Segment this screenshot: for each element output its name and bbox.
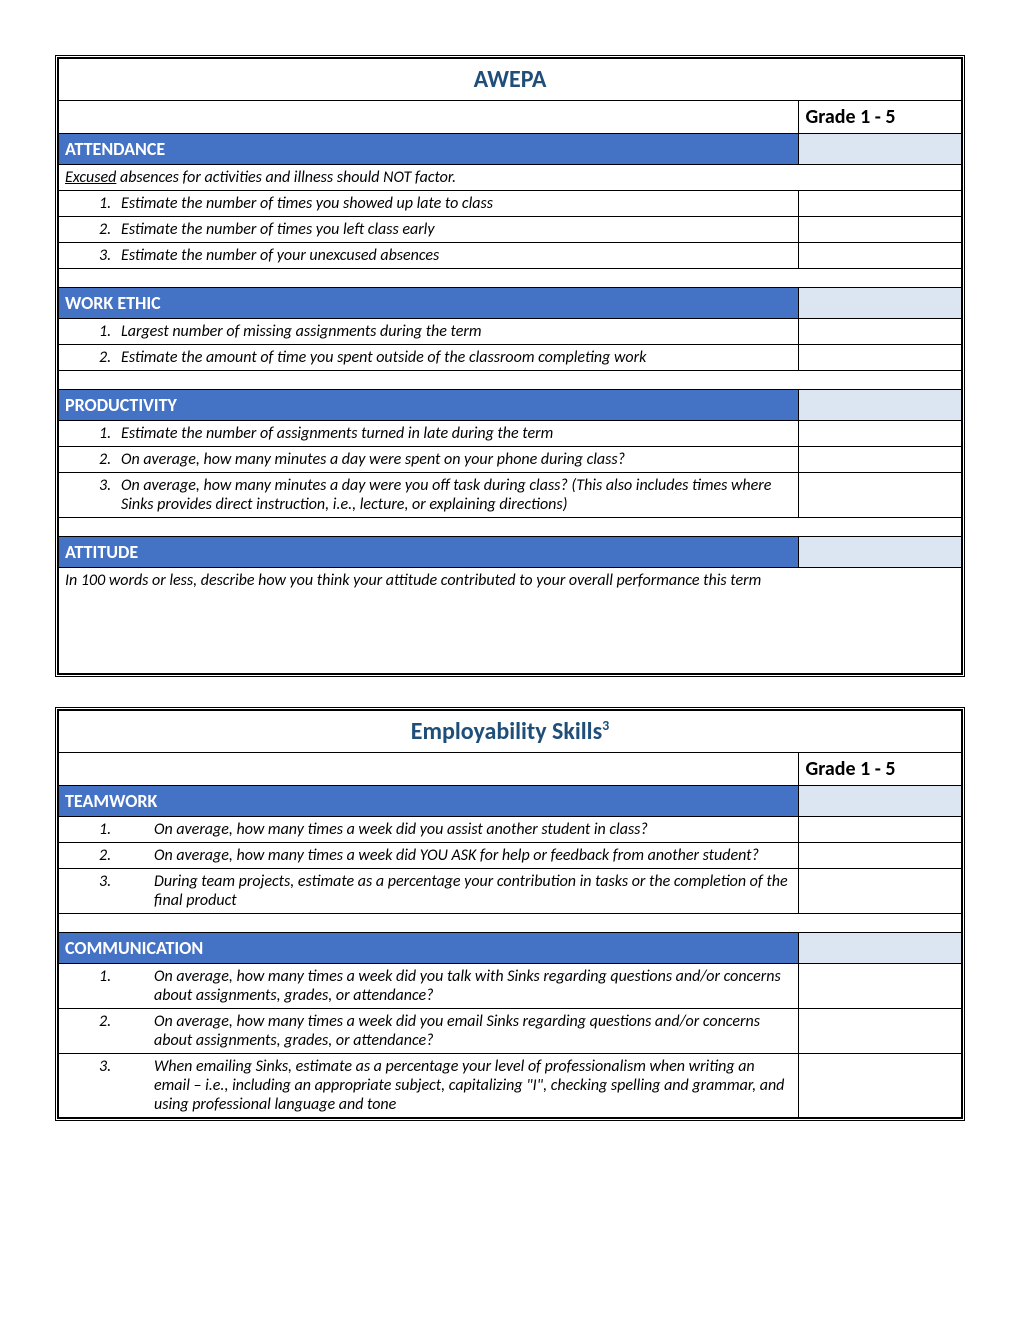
item-cell: 2.On average, how many times a week did … bbox=[59, 843, 799, 869]
item-grade-cell[interactable] bbox=[799, 421, 962, 447]
section-heading: TEAMWORK bbox=[59, 786, 799, 817]
item-text: On average, how many times a week did yo… bbox=[154, 820, 648, 839]
item-cell: 1.Estimate the number of times you showe… bbox=[59, 191, 799, 217]
item-grade-cell[interactable] bbox=[799, 217, 962, 243]
item-cell: 3.During team projects, estimate as a pe… bbox=[59, 869, 799, 914]
item-text: Largest number of missing assignments du… bbox=[121, 322, 482, 341]
item-text: On average, how many times a week did YO… bbox=[154, 846, 759, 865]
section-heading: COMMUNICATION bbox=[59, 933, 799, 964]
item-cell: 1.Estimate the number of assignments tur… bbox=[59, 421, 799, 447]
item-cell: 2.On average, how many times a week did … bbox=[59, 1009, 799, 1054]
item-number: 1. bbox=[99, 967, 154, 1005]
item-grade-cell[interactable] bbox=[799, 1054, 962, 1118]
item-cell: 2.Estimate the amount of time you spent … bbox=[59, 345, 799, 371]
item-number: 3. bbox=[99, 476, 121, 495]
item-text: On average, how many times a week did yo… bbox=[154, 1012, 792, 1050]
section-grade-cell[interactable] bbox=[799, 786, 962, 817]
grade-header: Grade 1 - 5 bbox=[799, 753, 962, 786]
section-heading: ATTITUDE bbox=[59, 537, 799, 568]
item-number: 3. bbox=[99, 246, 121, 265]
section-grade-cell[interactable] bbox=[799, 390, 962, 421]
blank-cell bbox=[59, 101, 799, 134]
rubric-table: AWEPAGrade 1 - 5ATTENDANCEExcused absenc… bbox=[55, 55, 965, 677]
item-number: 3. bbox=[99, 1057, 154, 1114]
item-number: 1. bbox=[99, 322, 121, 341]
section-grade-cell[interactable] bbox=[799, 933, 962, 964]
item-text: When emailing Sinks, estimate as a perce… bbox=[154, 1057, 792, 1114]
item-number: 1. bbox=[99, 820, 154, 839]
section-heading: WORK ETHIC bbox=[59, 288, 799, 319]
item-text: Estimate the number of assignments turne… bbox=[121, 424, 553, 443]
section-heading: PRODUCTIVITY bbox=[59, 390, 799, 421]
item-text: On average, how many minutes a day were … bbox=[121, 450, 625, 469]
item-grade-cell[interactable] bbox=[799, 964, 962, 1009]
blank-cell bbox=[59, 753, 799, 786]
grade-header: Grade 1 - 5 bbox=[799, 101, 962, 134]
item-grade-cell[interactable] bbox=[799, 817, 962, 843]
item-cell: 3.Estimate the number of your unexcused … bbox=[59, 243, 799, 269]
item-number: 2. bbox=[99, 1012, 154, 1050]
item-text: On average, how many times a week did yo… bbox=[154, 967, 792, 1005]
section-grade-cell[interactable] bbox=[799, 288, 962, 319]
rubric-table: Employability Skills3Grade 1 - 5TEAMWORK… bbox=[55, 707, 965, 1121]
item-number: 2. bbox=[99, 450, 121, 469]
spacer bbox=[59, 518, 962, 537]
item-text: Estimate the number of times you showed … bbox=[121, 194, 493, 213]
spacer bbox=[59, 269, 962, 288]
item-text: During team projects, estimate as a perc… bbox=[154, 872, 792, 910]
rubric-container: AWEPAGrade 1 - 5ATTENDANCEExcused absenc… bbox=[55, 55, 965, 1121]
item-cell: 2.Estimate the number of times you left … bbox=[59, 217, 799, 243]
item-grade-cell[interactable] bbox=[799, 243, 962, 269]
item-cell: 3.On average, how many minutes a day wer… bbox=[59, 473, 799, 518]
item-number: 1. bbox=[99, 194, 121, 213]
table-title: Employability Skills3 bbox=[59, 711, 962, 753]
item-grade-cell[interactable] bbox=[799, 1009, 962, 1054]
item-text: Estimate the number of times you left cl… bbox=[121, 220, 435, 239]
item-cell: 1.Largest number of missing assignments … bbox=[59, 319, 799, 345]
item-grade-cell[interactable] bbox=[799, 869, 962, 914]
item-grade-cell[interactable] bbox=[799, 345, 962, 371]
item-number: 3. bbox=[99, 872, 154, 910]
section-grade-cell[interactable] bbox=[799, 537, 962, 568]
item-cell: 1.On average, how many times a week did … bbox=[59, 817, 799, 843]
section-heading: ATTENDANCE bbox=[59, 134, 799, 165]
item-grade-cell[interactable] bbox=[799, 473, 962, 518]
section-full-note: In 100 words or less, describe how you t… bbox=[59, 568, 962, 674]
item-text: On average, how many minutes a day were … bbox=[121, 476, 771, 514]
item-number: 2. bbox=[99, 220, 121, 239]
item-number: 2. bbox=[99, 846, 154, 865]
item-cell: 1.On average, how many times a week did … bbox=[59, 964, 799, 1009]
spacer bbox=[59, 914, 962, 933]
item-grade-cell[interactable] bbox=[799, 319, 962, 345]
item-number: 2. bbox=[99, 348, 121, 367]
section-grade-cell[interactable] bbox=[799, 134, 962, 165]
spacer bbox=[59, 371, 962, 390]
item-grade-cell[interactable] bbox=[799, 191, 962, 217]
item-text: Estimate the number of your unexcused ab… bbox=[121, 246, 439, 265]
item-number: 1. bbox=[99, 424, 121, 443]
item-cell: 2.On average, how many minutes a day wer… bbox=[59, 447, 799, 473]
table-title: AWEPA bbox=[59, 59, 962, 101]
item-cell: 3.When emailing Sinks, estimate as a per… bbox=[59, 1054, 799, 1118]
item-grade-cell[interactable] bbox=[799, 447, 962, 473]
item-grade-cell[interactable] bbox=[799, 843, 962, 869]
item-text: Estimate the amount of time you spent ou… bbox=[121, 348, 646, 367]
section-note: Excused absences for activities and illn… bbox=[59, 165, 962, 191]
